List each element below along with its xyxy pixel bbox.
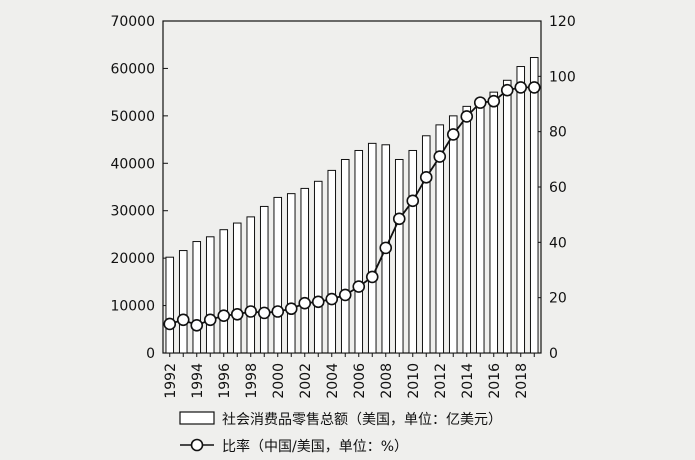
legend-bar-swatch: [179, 411, 215, 425]
bar: [529, 57, 539, 354]
ratio-point: [338, 288, 352, 302]
y-right-tick-label: 60: [549, 180, 567, 196]
y-right-tick-label: 100: [549, 69, 576, 85]
ratio-point: [325, 292, 339, 306]
ratio-point: [446, 128, 460, 141]
ratio-point: [473, 96, 487, 109]
bar: [273, 196, 283, 354]
plot-area: 0 10000 20000 30000 40000 50000 60000 70000 0 20 4…: [110, 14, 575, 399]
bar: [286, 193, 296, 354]
ratio-point: [514, 81, 528, 94]
x-tick-label: 2004: [325, 363, 341, 399]
ratio-point: [352, 280, 366, 293]
y-right-tick-label: 20: [549, 291, 567, 307]
ratio-point: [311, 295, 325, 309]
y-right-tick-label: 0: [549, 346, 558, 362]
y-left-tick-label: 10000: [110, 299, 155, 315]
ratio-point: [365, 270, 379, 284]
legend-line-marker: [190, 438, 204, 452]
bar: [475, 101, 485, 354]
bar: [327, 169, 337, 354]
x-tick-label: 1996: [217, 363, 233, 399]
bar: [489, 91, 499, 354]
bar: [219, 229, 229, 354]
x-tick-label: 1998: [244, 363, 260, 399]
x-tick-label: 1994: [190, 363, 206, 399]
x-tick-label: 2008: [379, 363, 395, 399]
ratio-point: [163, 317, 177, 331]
ratio-point: [298, 296, 312, 310]
y-left-tick-label: 30000: [110, 204, 155, 220]
legend: 社会消费品零售总额（美国，单位：亿美元） 比率（中国/美国，单位：%）: [179, 411, 502, 455]
ratio-point: [527, 81, 541, 94]
bar: [394, 158, 404, 354]
x-tick-label: 2006: [352, 363, 368, 399]
bar: [192, 241, 202, 354]
y-right-tick-label: 120: [549, 14, 576, 30]
x-tick-label: 2018: [514, 363, 530, 399]
y-left-tick-label: 50000: [110, 109, 155, 125]
x-tick-label: 2010: [406, 363, 422, 399]
ratio-point: [392, 212, 406, 226]
bar: [408, 149, 418, 354]
ratio-point: [217, 309, 231, 322]
y-right-tick-label: 80: [549, 125, 567, 141]
ratio-point: [203, 313, 217, 327]
x-tick-label: 2016: [487, 363, 503, 399]
bar: [178, 250, 188, 354]
ratio-point: [419, 171, 433, 184]
bar: [367, 142, 377, 354]
x-tick-label: 1992: [163, 363, 179, 399]
ratio-point: [433, 150, 447, 163]
ratio-point: [460, 110, 474, 123]
ratio-point: [271, 305, 285, 318]
bar: [502, 79, 512, 354]
bar: [300, 187, 310, 354]
ratio-point: [244, 305, 258, 318]
legend-bar-label: 社会消费品零售总额（美国，单位：亿美元）: [222, 412, 502, 428]
bar: [462, 105, 472, 354]
bar: [448, 115, 458, 354]
ratio-point: [406, 194, 420, 208]
bar: [259, 205, 269, 354]
bar: [340, 158, 350, 354]
bar: [232, 222, 242, 354]
ratio-point: [284, 302, 298, 316]
y-left-tick-label: 0: [146, 346, 155, 362]
x-tick-label: 2002: [298, 363, 314, 399]
ratio-point: [500, 83, 514, 97]
y-left-tick-label: 20000: [110, 251, 155, 267]
bar: [354, 149, 364, 354]
y-right-tick-label: 40: [549, 235, 567, 251]
ratio-line: [169, 86, 535, 327]
bar: [246, 216, 256, 354]
ratio-point: [176, 313, 190, 327]
y-left-tick-label: 70000: [110, 14, 155, 30]
bar: [205, 236, 215, 354]
ratio-point: [190, 319, 204, 332]
bar: [313, 180, 323, 354]
x-tick-label: 2000: [271, 363, 287, 399]
x-tick-label: 2012: [433, 363, 449, 399]
bar: [421, 135, 431, 354]
ratio-point: [230, 307, 244, 321]
legend-line-label: 比率（中国/美国，单位：%）: [222, 438, 408, 455]
bar: [165, 256, 175, 354]
ratio-point: [257, 306, 271, 320]
ratio-point: [379, 241, 393, 255]
y-left-tick-label: 40000: [110, 156, 155, 172]
y-left-tick-label: 60000: [110, 61, 155, 77]
ratio-point: [487, 94, 501, 108]
x-tick-label: 2014: [460, 363, 476, 399]
bar: [516, 66, 526, 354]
